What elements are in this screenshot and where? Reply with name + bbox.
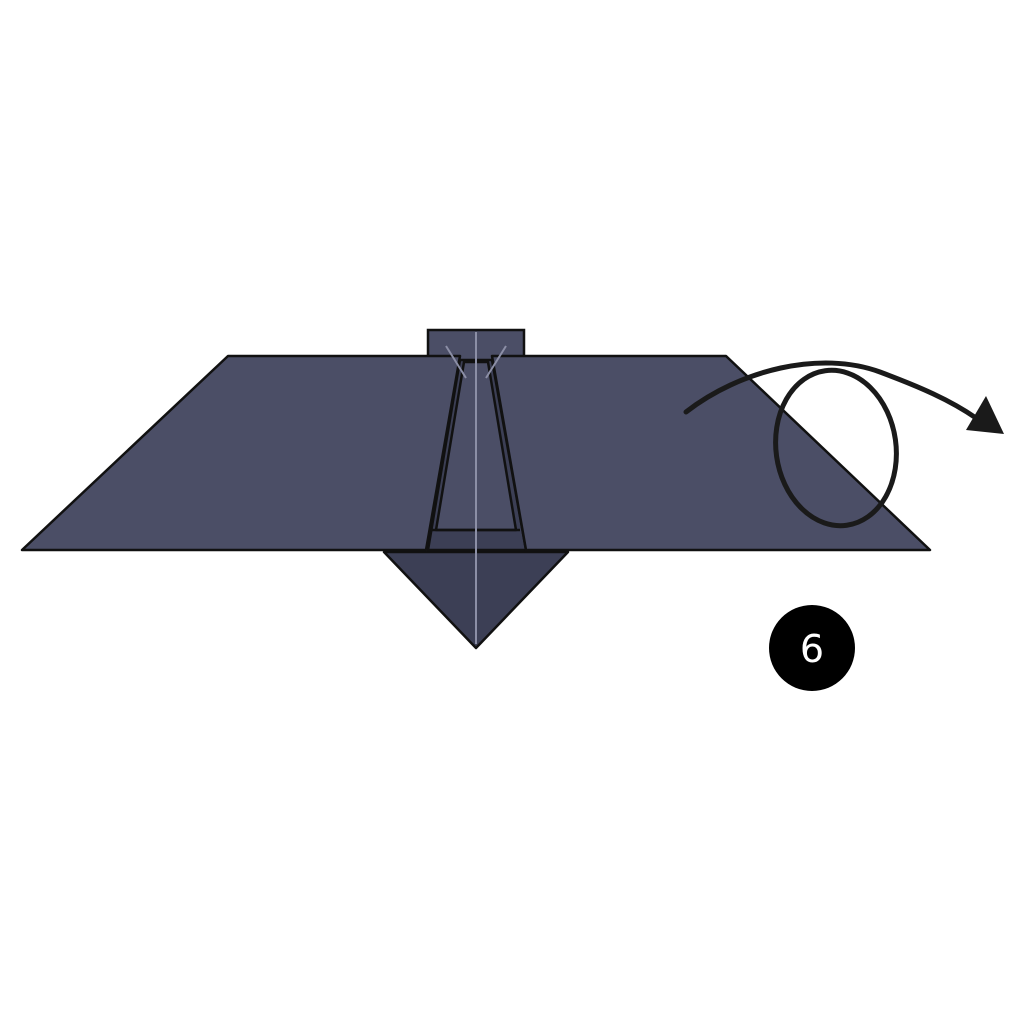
step-number: 6: [800, 627, 824, 671]
crease-right-diagonal: [485, 345, 507, 379]
crease-left-diagonal: [445, 345, 467, 379]
step-badge: 6: [769, 605, 855, 691]
right-wing: [490, 354, 932, 552]
turn-over-arrow-icon: [683, 360, 1004, 529]
left-wing: [20, 354, 462, 552]
